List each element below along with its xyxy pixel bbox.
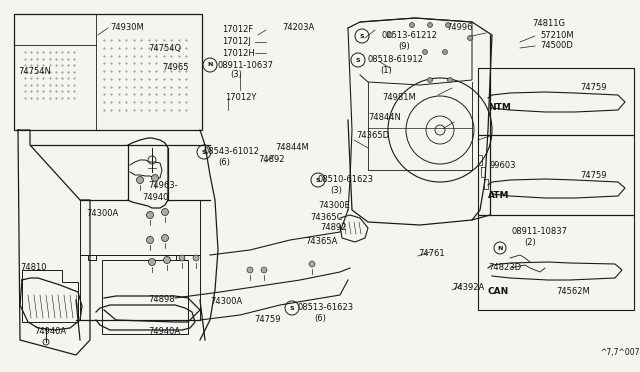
Text: S: S xyxy=(356,58,360,62)
Text: 74940: 74940 xyxy=(142,192,168,202)
Circle shape xyxy=(147,237,154,244)
Text: 74562M: 74562M xyxy=(556,288,589,296)
Text: 74761: 74761 xyxy=(418,250,445,259)
Text: ^7,7^0074: ^7,7^0074 xyxy=(600,347,640,356)
Circle shape xyxy=(428,22,433,28)
Circle shape xyxy=(422,49,428,55)
Circle shape xyxy=(179,255,185,261)
Circle shape xyxy=(147,212,154,218)
Text: 74300A: 74300A xyxy=(86,208,118,218)
Text: 74754Q: 74754Q xyxy=(148,44,181,52)
Text: 74203A: 74203A xyxy=(282,23,314,32)
Text: 99603: 99603 xyxy=(490,160,516,170)
Text: 74300E: 74300E xyxy=(318,201,349,209)
Text: 74810: 74810 xyxy=(20,263,47,273)
Text: 74365A: 74365A xyxy=(305,237,337,247)
Bar xyxy=(478,68,634,135)
Text: 74365C: 74365C xyxy=(310,214,342,222)
Circle shape xyxy=(161,234,168,241)
Text: 57210M: 57210M xyxy=(540,32,573,41)
Circle shape xyxy=(447,77,452,83)
Text: (1): (1) xyxy=(380,65,392,74)
Text: 17012F: 17012F xyxy=(222,26,253,35)
Text: S: S xyxy=(202,150,206,154)
Circle shape xyxy=(428,77,433,83)
Text: 74940A: 74940A xyxy=(34,327,66,337)
Circle shape xyxy=(467,35,472,41)
Text: 08513-61212: 08513-61212 xyxy=(382,32,438,41)
Circle shape xyxy=(387,32,392,38)
Circle shape xyxy=(148,259,156,266)
Bar xyxy=(478,135,634,215)
Text: 74759: 74759 xyxy=(254,315,280,324)
Circle shape xyxy=(410,22,415,28)
Text: 74892: 74892 xyxy=(258,155,285,164)
Text: 74759: 74759 xyxy=(580,83,607,93)
Text: 74996: 74996 xyxy=(446,23,472,32)
Text: 74892: 74892 xyxy=(320,224,346,232)
Text: 74365D: 74365D xyxy=(356,131,389,141)
Text: CAN: CAN xyxy=(488,288,509,296)
Text: 74392A: 74392A xyxy=(452,283,484,292)
Text: (3): (3) xyxy=(230,71,242,80)
Text: S: S xyxy=(316,177,320,183)
Text: 74811G: 74811G xyxy=(532,19,565,29)
Text: 08543-61012: 08543-61012 xyxy=(204,148,260,157)
Circle shape xyxy=(161,208,168,215)
Text: 17012Y: 17012Y xyxy=(225,93,257,103)
Text: S: S xyxy=(360,33,364,38)
Text: 74823D: 74823D xyxy=(488,263,521,273)
Circle shape xyxy=(152,174,159,182)
Text: (9): (9) xyxy=(398,42,410,51)
Text: (6): (6) xyxy=(218,157,230,167)
Circle shape xyxy=(261,267,267,273)
Text: 74963-: 74963- xyxy=(148,180,178,189)
Text: 17012H: 17012H xyxy=(222,48,255,58)
Circle shape xyxy=(136,176,143,183)
Text: 74965: 74965 xyxy=(162,64,189,73)
Text: NTM: NTM xyxy=(488,103,511,112)
Text: (6): (6) xyxy=(314,314,326,323)
Text: 74300A: 74300A xyxy=(210,298,243,307)
Text: N: N xyxy=(497,246,502,250)
Circle shape xyxy=(247,267,253,273)
Text: 08518-61912: 08518-61912 xyxy=(368,55,424,64)
Text: 74898: 74898 xyxy=(148,295,175,304)
Text: 74981M: 74981M xyxy=(382,93,416,103)
Bar xyxy=(14,14,202,130)
Text: 74754N: 74754N xyxy=(18,67,51,77)
Text: 17012J: 17012J xyxy=(222,38,251,46)
Circle shape xyxy=(442,49,447,55)
Text: 74844M: 74844M xyxy=(275,144,308,153)
Text: (2): (2) xyxy=(524,237,536,247)
Circle shape xyxy=(445,22,451,28)
Text: 08513-61623: 08513-61623 xyxy=(298,304,354,312)
Text: S: S xyxy=(290,305,294,311)
Text: ATM: ATM xyxy=(488,190,509,199)
Circle shape xyxy=(163,257,170,263)
Circle shape xyxy=(309,261,315,267)
Text: 74930M: 74930M xyxy=(110,23,144,32)
Text: 74500D: 74500D xyxy=(540,42,573,51)
Text: 08510-61623: 08510-61623 xyxy=(318,176,374,185)
Bar xyxy=(478,215,634,310)
Text: 08911-10837: 08911-10837 xyxy=(512,228,568,237)
Text: N: N xyxy=(207,62,212,67)
Circle shape xyxy=(193,255,199,261)
Text: 74759: 74759 xyxy=(580,170,607,180)
Text: 08911-10637: 08911-10637 xyxy=(218,61,274,70)
Text: 74844N: 74844N xyxy=(368,113,401,122)
Text: (3): (3) xyxy=(330,186,342,195)
Text: 74940A: 74940A xyxy=(148,327,180,337)
